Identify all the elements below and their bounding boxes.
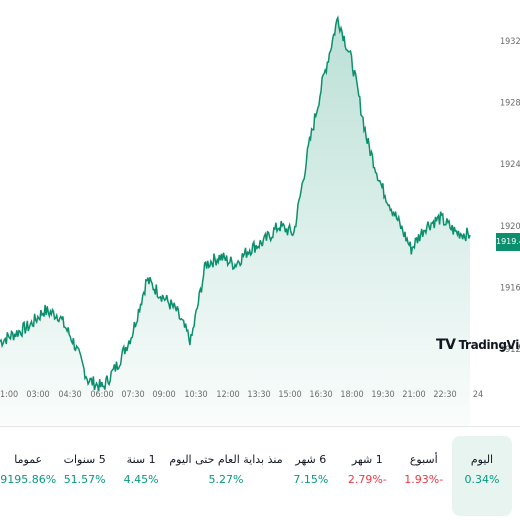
time-tick-label: 16:30 <box>309 390 332 400</box>
period-label: 1 شهر <box>351 453 383 466</box>
period-change-value: 2.79%- <box>347 473 387 486</box>
time-tick-label: 07:30 <box>121 390 144 400</box>
price-tick-label: 1928.00 <box>500 99 520 109</box>
time-tick-label: 09:00 <box>152 390 175 400</box>
tradingview-logo[interactable]: 𝗧𝗩 TradingView <box>436 337 520 353</box>
period-tab[interactable]: عموما 9195.86% <box>0 436 56 516</box>
price-tick-label: 1924.00 <box>500 160 520 170</box>
period-tab[interactable]: 1 شهر 2.79%- <box>339 436 395 516</box>
time-tick-label: 19:30 <box>371 390 394 400</box>
period-label: 5 سنوات <box>63 453 106 466</box>
period-label: 6 شهر <box>295 453 327 466</box>
time-tick-label: 12:00 <box>216 390 239 400</box>
price-line <box>0 15 471 392</box>
price-tick-label: 1912.00 <box>500 345 520 355</box>
period-tab[interactable]: 1 سنة 4.45% <box>113 436 169 516</box>
time-tick-label: 18:00 <box>340 390 363 400</box>
period-label: عموما <box>14 453 43 466</box>
tradingview-mark-icon: 𝗧𝗩 <box>436 337 456 353</box>
period-change-value: 1.93%- <box>404 473 444 486</box>
time-tick-label: 22:30 <box>433 390 456 400</box>
time-tick-label: 10:30 <box>184 390 207 400</box>
time-tick-label: 21:00 <box>402 390 425 400</box>
time-axis: 1:00 03:00 04:30 06:00 07:30 09:00 10:30 12:00 1… <box>0 390 483 400</box>
divider <box>0 426 520 427</box>
price-tick-label: 1932.00 <box>500 37 520 47</box>
period-label: اليوم <box>470 453 494 466</box>
time-tick-label: 13:30 <box>247 390 270 400</box>
period-change-value: 7.15% <box>293 473 329 486</box>
current-price-badge: 1919.40 <box>496 233 520 251</box>
price-chart[interactable]: 1932.00 1928.00 1924.00 1920.00 1916.00 1912.… <box>0 0 520 426</box>
period-change-value: 4.45% <box>123 473 159 486</box>
price-tick-label: 1920.00 <box>500 222 520 232</box>
price-tick-label: 1916.00 <box>500 284 520 294</box>
price-area <box>0 17 470 426</box>
period-change-value: 0.34% <box>464 473 500 486</box>
time-tick-label: 03:00 <box>26 390 49 400</box>
time-tick-label: 24 <box>473 390 483 400</box>
period-change-value: 9195.86% <box>0 473 57 486</box>
time-tick-label: 04:30 <box>58 390 81 400</box>
time-tick-label: 06:00 <box>90 390 113 400</box>
period-label: منذ بداية العام حتى اليوم <box>169 453 283 466</box>
price-axis: 1932.00 1928.00 1924.00 1920.00 1916.00 1912.… <box>500 37 520 355</box>
time-tick-label: 1:00 <box>0 390 18 400</box>
period-tab[interactable]: منذ بداية العام حتى اليوم 5.27% <box>169 436 282 516</box>
period-tab[interactable]: 6 شهر 7.15% <box>283 436 339 516</box>
period-tab[interactable]: اليوم 0.34% <box>452 436 512 516</box>
tradingview-wordmark: TradingView <box>458 338 520 352</box>
performance-periods: اليوم 0.34% أسبوع 1.93%- 1 شهر 2.79%- 6 شهر 7.1… <box>0 436 520 516</box>
period-label: أسبوع <box>409 453 438 466</box>
period-change-value: 51.57% <box>63 473 106 486</box>
period-tab[interactable]: 5 سنوات 51.57% <box>56 436 112 516</box>
time-tick-label: 15:00 <box>278 390 301 400</box>
period-change-value: 5.27% <box>208 473 244 486</box>
period-label: 1 سنة <box>126 453 156 466</box>
period-tab[interactable]: أسبوع 1.93%- <box>396 436 452 516</box>
